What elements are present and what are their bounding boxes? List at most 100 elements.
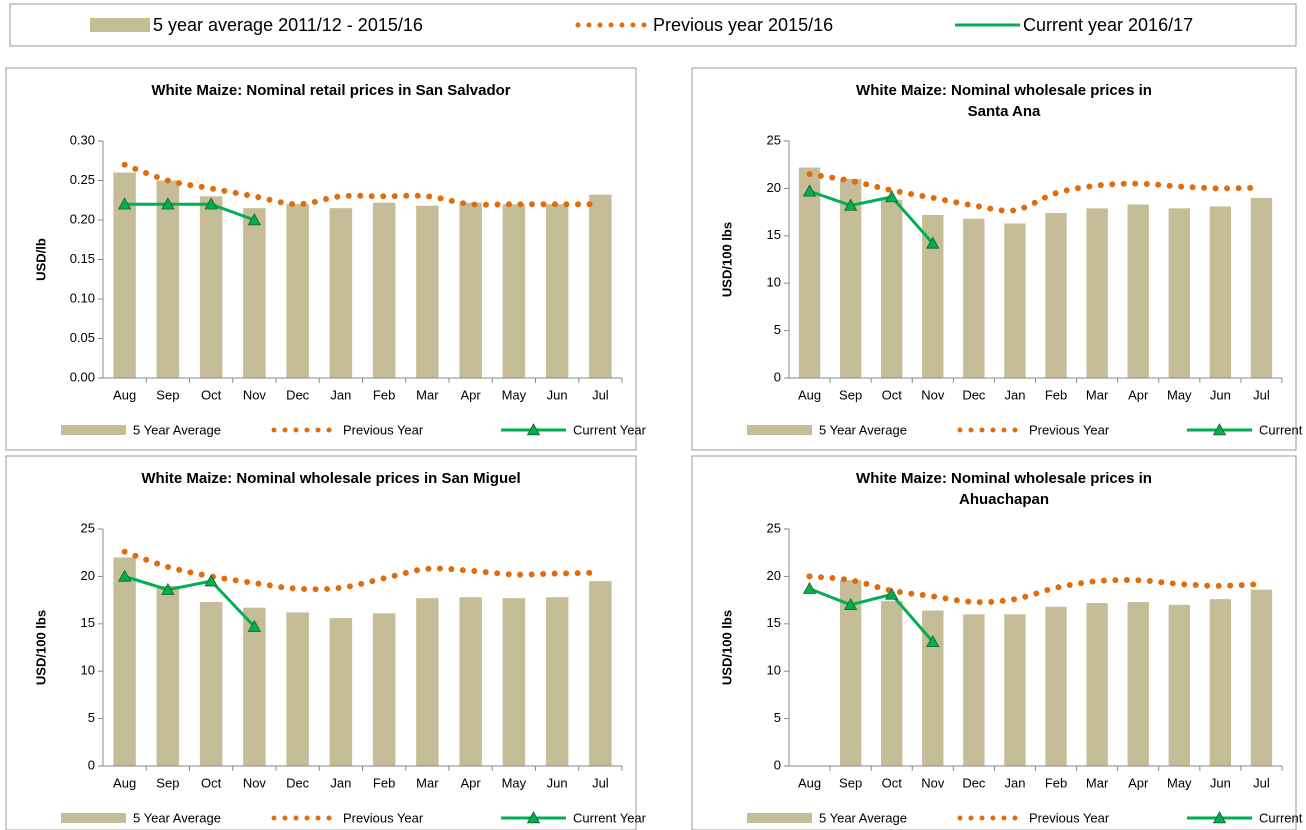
y-tick-label: 0.05 <box>70 330 95 345</box>
panel <box>5 67 637 451</box>
x-tick-label: Apr <box>461 775 482 790</box>
x-tick-label: Nov <box>921 387 945 402</box>
current-year-marker <box>161 197 175 210</box>
y-tick-label: 15 <box>767 615 781 630</box>
bar <box>199 601 223 766</box>
y-tick-label: 5 <box>88 710 95 725</box>
y-tick-label: 20 <box>767 568 781 583</box>
previous-year-line <box>121 548 604 593</box>
y-tick-label: 0.15 <box>70 251 95 266</box>
bar <box>839 580 862 766</box>
bar <box>372 613 396 766</box>
current-year-marker <box>885 190 899 203</box>
current-year-marker <box>247 619 262 632</box>
x-tick-label: Mar <box>416 775 439 790</box>
current-year-marker <box>926 236 940 249</box>
current-year-marker <box>117 197 132 210</box>
current-year-line <box>808 587 934 643</box>
bar <box>1250 589 1273 766</box>
x-tick-label: Aug <box>113 387 136 402</box>
y-axis-label: USD/100 lbs <box>719 222 734 297</box>
current-year-line <box>124 574 256 628</box>
legend-label: Previous Year <box>1029 810 1110 825</box>
x-tick-label: Dec <box>962 387 986 402</box>
current-year-marker <box>843 598 858 611</box>
previous-year-line <box>806 573 1265 606</box>
x-tick-label: Oct <box>882 387 903 402</box>
previous-year-line <box>806 171 1265 214</box>
bar <box>286 612 309 766</box>
bar <box>199 196 223 378</box>
x-tick-label: Nov <box>243 775 267 790</box>
bar <box>243 208 266 378</box>
x-tick-label: May <box>1167 775 1192 790</box>
bar <box>502 598 526 766</box>
bar <box>329 208 353 378</box>
legend-swatch <box>61 813 126 823</box>
bar <box>881 199 903 378</box>
x-tick-label: Sep <box>156 775 179 790</box>
bar <box>1086 208 1108 378</box>
bar <box>1168 208 1190 378</box>
panel <box>691 67 1297 451</box>
bar <box>1045 213 1067 378</box>
bar <box>1045 606 1067 766</box>
y-axis-label: USD/100 lbs <box>719 610 734 685</box>
x-tick-label: Feb <box>373 387 395 402</box>
y-tick-label: 25 <box>767 520 781 535</box>
x-tick-label: Oct <box>201 387 222 402</box>
x-tick-label: Nov <box>243 387 267 402</box>
bar <box>545 204 569 378</box>
legend-swatch <box>747 813 812 823</box>
y-tick-label: 0.00 <box>70 369 95 384</box>
x-tick-label: Jun <box>547 775 568 790</box>
current-year-marker <box>117 569 132 582</box>
bar <box>113 557 136 766</box>
y-tick-label: 20 <box>767 180 781 195</box>
previous-year-line <box>121 161 604 208</box>
current-year-line <box>809 189 934 245</box>
x-tick-label: May <box>502 775 527 790</box>
bar <box>243 607 266 766</box>
legend-label: Current Year <box>1259 422 1306 437</box>
bar <box>1004 614 1026 766</box>
current-year-marker <box>843 198 858 211</box>
bar <box>1127 601 1149 766</box>
bar <box>963 218 985 378</box>
x-tick-label: Dec <box>286 775 310 790</box>
x-tick-label: Feb <box>1045 775 1067 790</box>
y-tick-label: 0 <box>774 369 781 384</box>
bar <box>1250 197 1273 378</box>
legend-label: Current Year <box>573 810 647 825</box>
x-tick-label: Aug <box>113 775 136 790</box>
legend-label: 5 Year Average <box>133 810 221 825</box>
legend-label: Previous year 2015/16 <box>653 15 833 35</box>
legend-swatch <box>747 425 812 435</box>
bar <box>589 581 612 766</box>
current-year-marker <box>204 197 218 210</box>
bar <box>286 204 309 378</box>
bar <box>798 167 821 378</box>
legend-marker <box>526 423 541 436</box>
legend-label: 5 Year Average <box>819 810 907 825</box>
x-tick-label: Sep <box>839 775 862 790</box>
x-tick-label: Sep <box>839 387 862 402</box>
x-tick-label: Jul <box>592 387 609 402</box>
y-tick-label: 0 <box>774 757 781 772</box>
bar <box>589 194 612 378</box>
y-tick-label: 20 <box>81 568 95 583</box>
y-tick-label: 15 <box>81 615 95 630</box>
bar <box>839 178 862 378</box>
bar <box>459 597 482 766</box>
current-year-marker <box>885 587 899 600</box>
chart-title: White Maize: Nominal retail prices in Sa… <box>151 82 510 99</box>
x-tick-label: Nov <box>921 775 945 790</box>
x-tick-label: Feb <box>1045 387 1067 402</box>
bar <box>922 214 944 378</box>
legend-label: 5 year average 2011/12 - 2015/16 <box>153 15 423 35</box>
y-tick-label: 0 <box>88 757 95 772</box>
x-tick-label: Jul <box>1253 387 1270 402</box>
x-tick-label: Aug <box>798 775 821 790</box>
bar <box>1127 204 1149 378</box>
x-tick-label: Oct <box>201 775 222 790</box>
